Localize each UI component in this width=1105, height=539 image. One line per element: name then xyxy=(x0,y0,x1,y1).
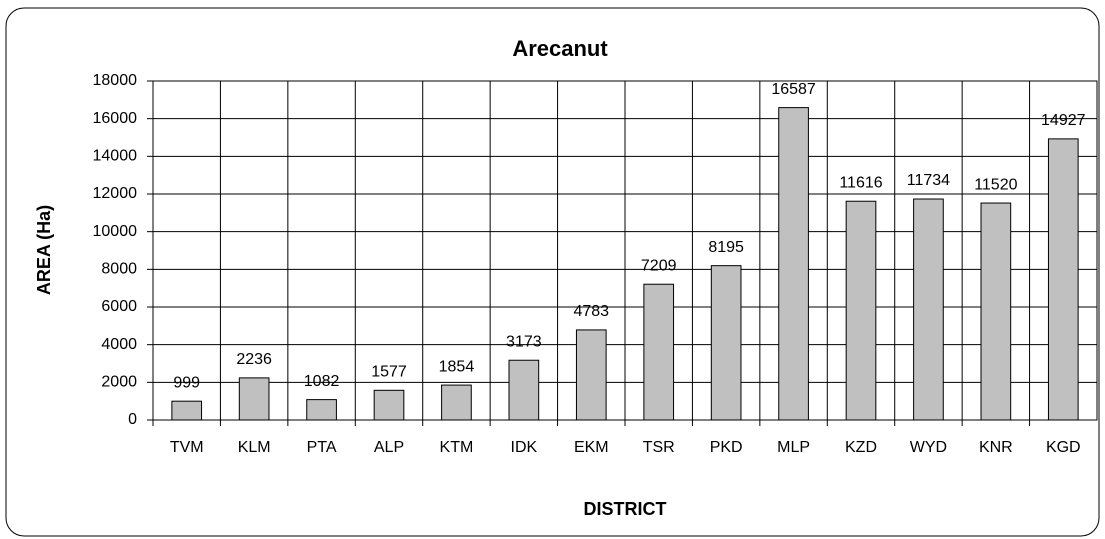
x-tick-label: KTM xyxy=(440,439,474,456)
bar xyxy=(508,359,540,421)
data-label: 7209 xyxy=(641,257,677,274)
x-tick-label: KLM xyxy=(238,439,271,456)
y-tick-label: 14000 xyxy=(93,148,138,165)
y-tick-label: 10000 xyxy=(93,223,138,240)
data-label: 16587 xyxy=(771,81,816,98)
data-label: 4783 xyxy=(573,303,609,320)
x-tick-label: ALP xyxy=(374,439,404,456)
data-label: 11520 xyxy=(974,176,1017,193)
x-tick-label: EKM xyxy=(574,439,609,456)
y-tick-label: 18000 xyxy=(93,72,138,89)
x-tick-label: KZD xyxy=(845,439,877,456)
bar xyxy=(778,107,809,421)
bar xyxy=(1047,138,1079,421)
x-tick-label: PTA xyxy=(307,439,337,456)
bar xyxy=(238,377,270,421)
x-tick-label: KGD xyxy=(1046,439,1081,456)
data-label: 8195 xyxy=(708,239,744,256)
x-tick-label: PKD xyxy=(710,439,743,456)
data-label: 1577 xyxy=(371,364,407,381)
bar xyxy=(306,399,337,421)
y-tick-label: 8000 xyxy=(101,261,137,278)
y-tick-label: 6000 xyxy=(101,298,137,315)
data-label: 11616 xyxy=(839,174,882,191)
y-tick-label: 12000 xyxy=(93,185,138,202)
bar xyxy=(980,202,1012,421)
data-label: 3173 xyxy=(506,333,542,350)
bar xyxy=(913,198,944,421)
x-tick-label: KNR xyxy=(979,439,1013,456)
x-tick-label: TSR xyxy=(643,439,675,456)
y-axis-title: AREA (Ha) xyxy=(34,205,54,295)
bar xyxy=(575,329,607,421)
data-label: 2236 xyxy=(236,351,272,368)
data-label: 1082 xyxy=(304,373,340,390)
x-tick-label: TVM xyxy=(170,439,204,456)
y-tick-label: 16000 xyxy=(93,110,138,127)
bar xyxy=(710,265,742,421)
y-tick-label: 2000 xyxy=(101,374,137,391)
x-axis-title: DISTRICT xyxy=(584,499,667,519)
bar xyxy=(643,283,675,421)
x-tick-label: MLP xyxy=(777,439,810,456)
data-label: 999 xyxy=(173,374,200,391)
bar xyxy=(171,400,203,421)
chart-title: Arecanut xyxy=(512,36,608,61)
y-tick-label: 4000 xyxy=(101,336,137,353)
bar xyxy=(441,384,472,421)
x-tick-label: IDK xyxy=(511,439,538,456)
data-label: 1854 xyxy=(439,358,475,375)
data-label: 11734 xyxy=(907,172,950,189)
chart-frame xyxy=(5,7,1100,537)
x-tick-label: WYD xyxy=(910,439,947,456)
bar xyxy=(373,389,405,421)
bar xyxy=(845,200,877,421)
y-tick-label: 0 xyxy=(128,411,137,428)
data-label: 14927 xyxy=(1041,112,1086,129)
